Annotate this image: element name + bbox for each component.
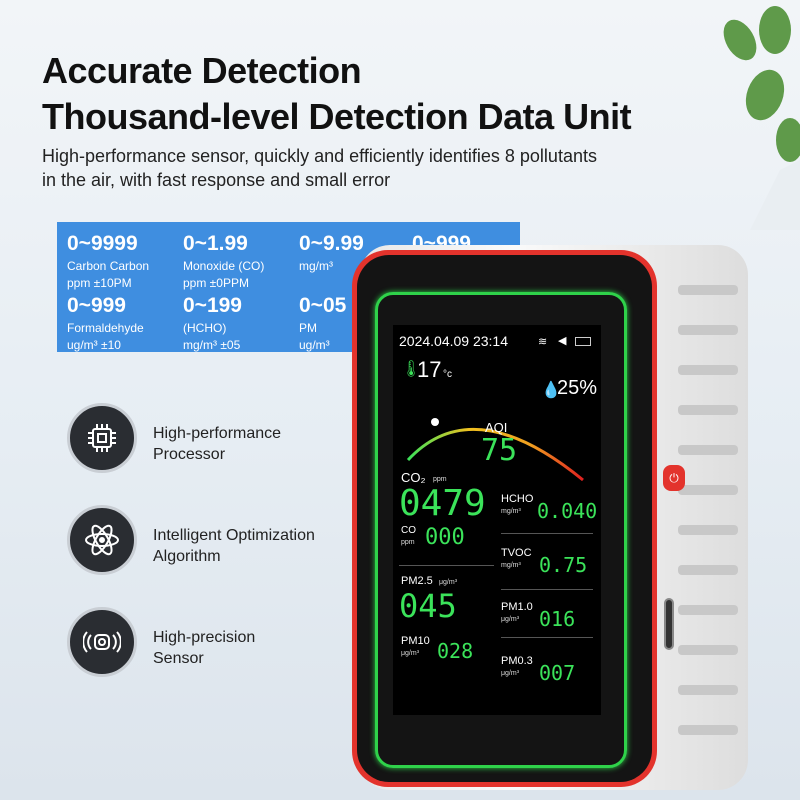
datetime: 2024.04.09 23:14	[399, 333, 508, 349]
processor-chip-icon	[67, 403, 137, 473]
pm03-value: 007	[539, 661, 576, 685]
tvoc-value: 0.75	[539, 553, 588, 577]
co-unit: ppm	[401, 539, 415, 546]
range-cell: 0~05 PM ug/m³	[299, 294, 347, 352]
atom-icon	[67, 505, 137, 575]
range-cell: 0~9999 Carbon Carbon ppm ±10PM	[67, 232, 150, 290]
co-value: 000	[425, 525, 465, 550]
aqi-label: AQI	[485, 420, 508, 435]
temperature: 17	[417, 357, 442, 382]
status-light-ring	[375, 292, 627, 768]
feature-label: High-precision Sensor	[153, 629, 256, 667]
pm03-unit: μg/m³	[501, 670, 520, 677]
tvoc-unit: mg/m³	[501, 562, 521, 569]
hcho-label: HCHO	[501, 493, 534, 505]
feature-label: Intelligent Optimization Algorithm	[153, 527, 315, 565]
pm25-unit: μg/m³	[439, 579, 458, 586]
headline-line2: Thousand-level Detection Data Unit	[42, 96, 632, 137]
co-label: CO	[401, 525, 416, 536]
humidity-drop-icon: 💧	[541, 382, 561, 399]
hcho-unit: mg/m³	[501, 508, 521, 515]
range-cell: 0~9.99 mg/m³	[299, 232, 364, 273]
device-front: 2024.04.09 23:14 ≋ ◀ 🌡 17 °c 💧 25% AQI 7…	[352, 250, 657, 787]
thermometer-icon: 🌡	[401, 361, 422, 378]
humidity: 25%	[557, 377, 598, 399]
headline-line1: Accurate Detection	[42, 50, 362, 91]
aqi-gauge	[406, 418, 584, 482]
aqi-indicator	[431, 418, 439, 426]
wifi-icon: ≋	[538, 336, 548, 348]
pm03-label: PM0.3	[501, 655, 533, 667]
pm10-unit: μg/m³	[401, 650, 420, 657]
speaker-icon: ◀	[558, 335, 567, 347]
subtitle: High-performance sensor, quickly and eff…	[42, 146, 597, 190]
pm25-label: PM2.5	[401, 575, 433, 587]
pm10-value: 028	[437, 639, 474, 663]
range-cell: 0~999 Formaldehyde ug/m³ ±10	[67, 294, 144, 352]
power-button[interactable]: ⏻	[663, 465, 685, 491]
range-cell: 0~1.99 Monoxide (CO) ppm ±0PPM	[183, 232, 265, 290]
hcho-value: 0.040	[537, 499, 598, 523]
tvoc-label: TVOC	[501, 547, 532, 559]
pm25-value: 045	[399, 587, 457, 625]
pm1-label: PM1.0	[501, 601, 533, 613]
co2-label: CO₂	[401, 470, 426, 485]
feature-label: High-performance Processor	[153, 425, 282, 463]
usb-c-port	[664, 598, 674, 650]
battery-icon	[575, 337, 591, 346]
range-cell: 0~199 (HCHO) mg/m³ ±05	[183, 294, 242, 352]
co2-value: 0479	[399, 483, 486, 524]
aqi-value: 75	[481, 433, 518, 468]
pm1-value: 016	[539, 607, 576, 631]
pm1-unit: μg/m³	[501, 616, 520, 623]
temp-unit: °c	[443, 369, 452, 380]
plant-decoration	[680, 0, 800, 230]
display-screen: 2024.04.09 23:14 ≋ ◀ 🌡 17 °c 💧 25% AQI 7…	[393, 325, 601, 715]
pm10-label: PM10	[401, 635, 430, 647]
power-icon: ⏻	[669, 470, 679, 485]
co2-unit: ppm	[433, 476, 447, 483]
sensor-icon	[67, 607, 137, 677]
